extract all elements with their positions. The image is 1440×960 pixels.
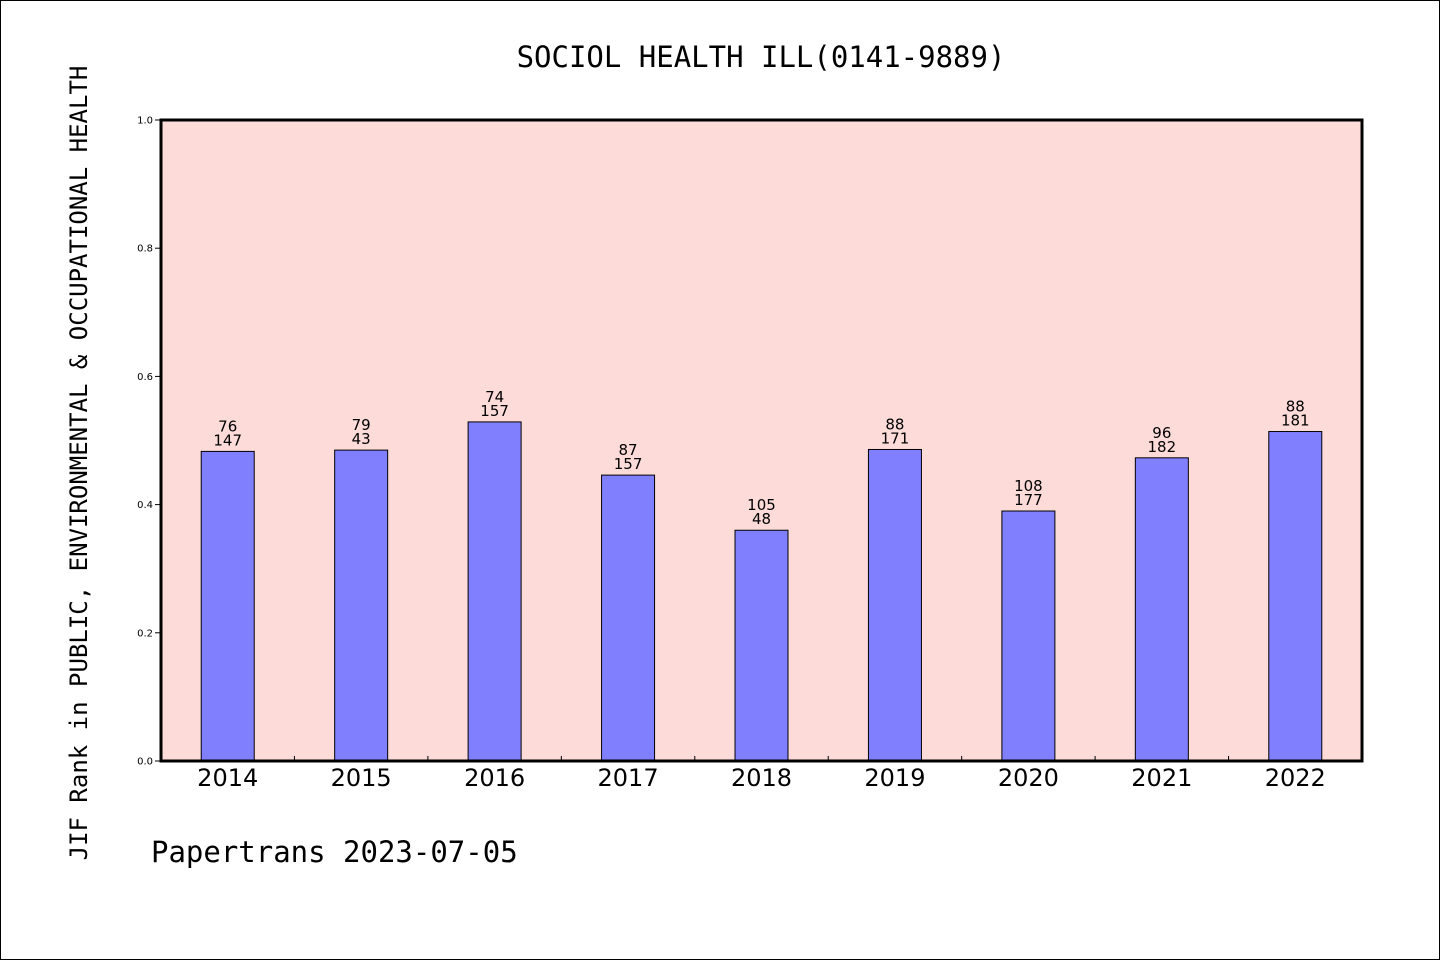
bar-2015 xyxy=(334,449,389,762)
x-tick-label: 2022 xyxy=(1265,764,1326,792)
bar-total-label: 177 xyxy=(1014,491,1043,509)
bar-rank-label: 108 xyxy=(1014,477,1043,495)
bar-rank-label: 88 xyxy=(1286,398,1305,416)
bar-2020 xyxy=(1001,510,1056,762)
bar-rank-label: 87 xyxy=(619,441,638,459)
bar-2022 xyxy=(1268,431,1323,762)
y-tick-label: 1.0 xyxy=(137,116,153,127)
chart-title: SOCIOL HEALTH ILL(0141-9889) xyxy=(516,40,1006,74)
bar-2018 xyxy=(734,529,789,762)
bar-rank-label: 74 xyxy=(485,388,504,406)
y-tick-label: 0.2 xyxy=(137,628,153,639)
bar-total-label: 182 xyxy=(1148,438,1177,456)
y-tick-label: 0.8 xyxy=(137,244,153,255)
bar-2021 xyxy=(1134,457,1189,762)
bars-group: 7614779437415787157105488817110817796182… xyxy=(200,388,1323,762)
bar-total-label: 147 xyxy=(213,431,242,449)
x-tick-label: 2017 xyxy=(598,764,659,792)
y-tick-label: 0.6 xyxy=(137,372,153,383)
bar-rank-label: 88 xyxy=(885,415,904,433)
bar-2017 xyxy=(601,474,656,762)
x-tick-label: 2015 xyxy=(331,764,392,792)
bar-2019 xyxy=(867,448,922,762)
bar-total-label: 157 xyxy=(614,455,643,473)
y-axis: 0.0 0.2 0.4 0.6 0.8 1.0 xyxy=(137,116,161,768)
x-tick-label: 2020 xyxy=(998,764,1059,792)
bar-total-label: 48 xyxy=(752,510,771,528)
bar-total-label: 171 xyxy=(881,429,910,447)
footer-credit: Papertrans 2023-07-05 xyxy=(151,835,518,869)
bar-total-label: 157 xyxy=(480,402,509,420)
y-tick-label: 0.4 xyxy=(137,500,153,511)
plot-border xyxy=(159,118,1364,763)
bar-rank-label: 76 xyxy=(218,417,237,435)
bar-2014 xyxy=(200,450,255,762)
bar-rank-label: 79 xyxy=(352,416,371,434)
bar-total-label: 181 xyxy=(1281,412,1310,430)
bar-2016 xyxy=(467,421,522,762)
bar-total-label: 43 xyxy=(352,430,371,448)
y-tick-label: 0.0 xyxy=(137,757,153,768)
x-tick-label: 2019 xyxy=(864,764,925,792)
x-tick-label: 2014 xyxy=(197,764,258,792)
bar-rank-label: 96 xyxy=(1152,424,1171,442)
x-tick-label: 2016 xyxy=(464,764,525,792)
bar-rank-label: 105 xyxy=(747,496,776,514)
x-axis: 2014 2015 2016 2017 2018 2019 2020 2021 2022 xyxy=(197,756,1326,792)
x-tick-label: 2018 xyxy=(731,764,792,792)
x-tick-label: 2021 xyxy=(1131,764,1192,792)
